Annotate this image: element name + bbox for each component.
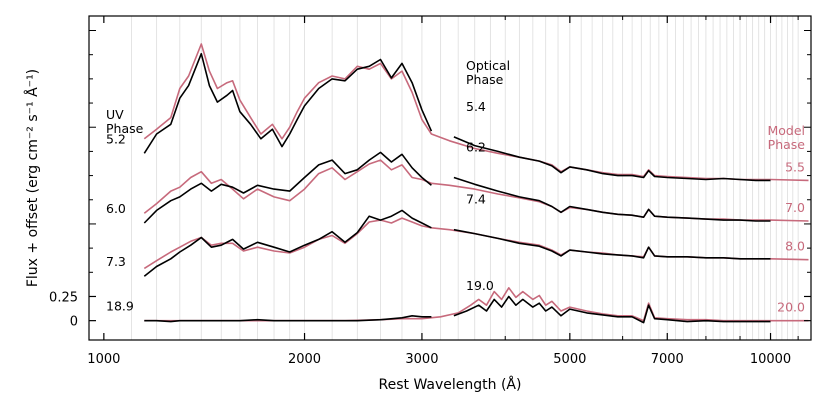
x-tick-label: 3000 xyxy=(405,352,438,367)
uv-phase-header-line-1: UV xyxy=(106,107,124,122)
uv-phase-label: 5.2 xyxy=(106,131,126,146)
model-phase-label: 5.5 xyxy=(785,159,805,174)
model-phase-label: 20.0 xyxy=(777,300,805,315)
model-phase-header-line-2: Phase xyxy=(768,137,806,152)
optical-phase-header-line-1: Optical xyxy=(466,58,510,73)
uv-spectrum-line xyxy=(143,209,432,277)
uv-spectrum-line xyxy=(144,315,432,323)
optical-spectrum-line xyxy=(453,228,771,260)
uv-spectrum-line xyxy=(143,151,432,224)
optical-spectrum-line xyxy=(453,295,771,324)
optical-phase-header-line-2: Phase xyxy=(466,72,504,87)
model-phase-label: 7.0 xyxy=(785,200,805,215)
y-tick-label: 0 xyxy=(70,315,78,330)
uv-phase-header-line-2: Phase xyxy=(106,121,144,136)
uv-spectrum-line xyxy=(143,52,433,154)
model-phase-label: 8.0 xyxy=(785,239,805,254)
y-axis-title: Flux + offset (erg cm⁻² s⁻¹ Å⁻¹) xyxy=(24,69,41,287)
uv-phase-label: 7.3 xyxy=(106,254,126,269)
x-tick-label: 7000 xyxy=(651,352,684,367)
phase-labels: 5.2 5.4 5.5 6.0 6.2 7.0 7.3 7.4 8.0 18.9 19.0 20.0 xyxy=(106,99,805,315)
x-tick-label: 2000 xyxy=(288,352,321,367)
optical-phase-label: 6.2 xyxy=(466,140,486,155)
plot-frame xyxy=(88,15,812,341)
x-tick-label: 1000 xyxy=(87,352,120,367)
uv-phase-label: 18.9 xyxy=(106,299,134,314)
observed-spectra xyxy=(143,52,771,324)
x-axis-title: Rest Wavelength (Å) xyxy=(379,376,522,393)
optical-phase-label: 7.4 xyxy=(466,192,486,207)
optical-phase-label: 5.4 xyxy=(466,99,486,114)
optical-spectrum-line xyxy=(453,176,771,222)
x-tick-label: 5000 xyxy=(553,352,586,367)
x-tick-label: 10000 xyxy=(750,352,791,367)
model-phase-header-line-1: Model xyxy=(767,123,805,138)
y-tick-label: 0.25 xyxy=(49,290,78,305)
optical-phase-label: 19.0 xyxy=(466,278,494,293)
model-spectrum-line xyxy=(143,159,809,222)
axis-ticks: 1000 2000 3000 5000 7000 10000 0 0.25 xyxy=(49,16,811,367)
model-spectrum-line xyxy=(143,217,809,270)
optical-spectrum-line xyxy=(453,136,771,182)
uv-phase-label: 6.0 xyxy=(106,201,126,216)
